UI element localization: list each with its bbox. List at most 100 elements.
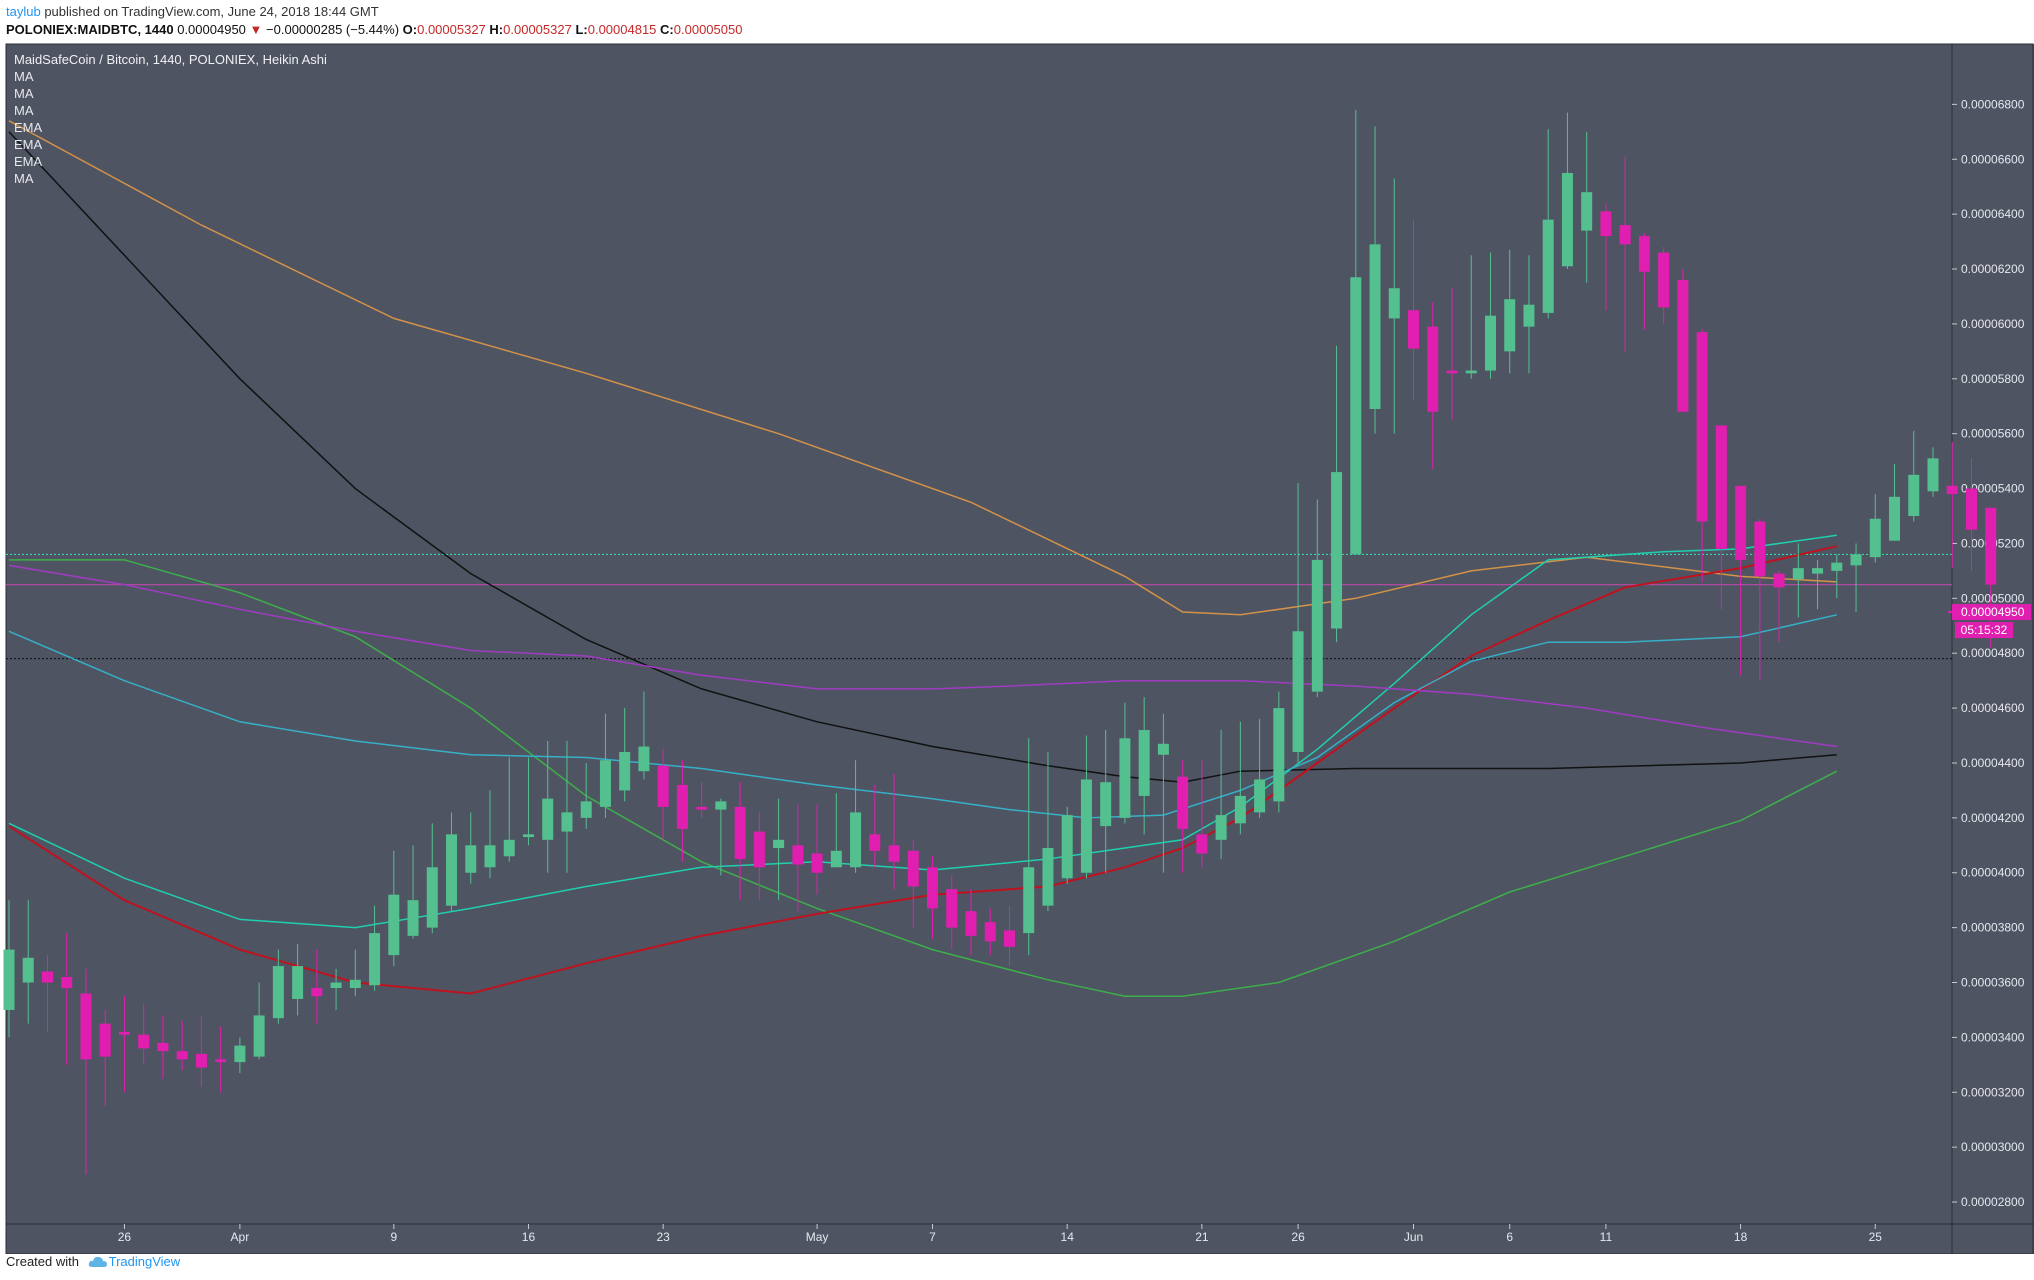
candle <box>1119 702 1131 824</box>
candle <box>1600 203 1612 311</box>
candle <box>1042 752 1054 912</box>
candle <box>927 856 939 939</box>
open-value: 0.00005327 <box>417 22 486 37</box>
candle-body <box>22 957 34 983</box>
candle-body <box>292 966 304 999</box>
candle <box>1331 345 1343 643</box>
published-text: published on TradingView.com, June 24, 2… <box>44 4 379 19</box>
candle-body <box>330 982 342 988</box>
candle <box>176 1020 188 1071</box>
candle-body <box>1523 304 1535 327</box>
candle <box>1465 255 1477 379</box>
candle-body <box>1427 326 1439 412</box>
candle <box>1561 112 1573 270</box>
candle <box>580 762 592 829</box>
candle <box>1061 806 1073 884</box>
candle-body <box>580 801 592 818</box>
author-link[interactable]: taylub <box>6 4 41 19</box>
candle-body <box>1677 280 1689 412</box>
legend-title: MaidSafeCoin / Bitcoin, 1440, POLONIEX, … <box>14 52 327 67</box>
low-value: 0.00004815 <box>587 22 657 37</box>
candle <box>61 933 73 1065</box>
candle <box>349 949 361 997</box>
candle-body <box>1465 370 1477 374</box>
candle <box>1138 697 1150 835</box>
y-tick-label: 0.00005000 <box>1961 591 2025 605</box>
x-tick-label: May <box>806 1230 829 1244</box>
x-tick-label: Apr <box>231 1230 250 1244</box>
candle-body <box>1292 631 1304 752</box>
candle-body <box>888 845 900 862</box>
candle <box>657 749 669 840</box>
candle-body <box>1003 930 1015 947</box>
candle <box>1003 905 1015 967</box>
candle-body <box>734 806 746 860</box>
candle <box>1234 721 1246 835</box>
candle <box>1965 458 1977 571</box>
candle <box>619 708 631 802</box>
candle <box>138 1004 150 1065</box>
candle-body <box>1850 554 1862 566</box>
y-tick-label: 0.00006800 <box>1961 97 2025 111</box>
candle-body <box>1946 485 1958 495</box>
candle <box>3 900 15 1038</box>
candle-body <box>484 845 496 868</box>
close-value: 0.00005050 <box>673 22 743 37</box>
x-tick-label: Jun <box>1404 1230 1423 1244</box>
candle-body <box>1600 211 1612 237</box>
tradingview-link[interactable]: TradingView <box>108 1254 181 1269</box>
countdown-label: 05:15:32 <box>1961 623 2008 637</box>
candle <box>195 1015 207 1087</box>
candle-body <box>811 853 823 873</box>
candle-body <box>41 971 53 983</box>
price-chart[interactable]: 0.00002800 0.00003000 0.00003200 0.00003400… <box>0 0 2034 1254</box>
candle-body <box>1735 485 1747 560</box>
candle <box>869 784 881 868</box>
x-tick-label: 21 <box>1195 1230 1209 1244</box>
candle-body <box>446 834 458 906</box>
y-tick-label: 0.00004200 <box>1961 811 2025 825</box>
candle <box>80 968 92 1175</box>
candle-body <box>1773 573 1785 588</box>
candle-body <box>1965 488 1977 530</box>
candle-body <box>311 988 323 997</box>
candle-body <box>1023 867 1035 934</box>
candle <box>426 823 438 934</box>
candle-body <box>1869 518 1881 558</box>
candle-body <box>503 839 515 857</box>
candle <box>1215 730 1227 860</box>
y-tick-label: 0.00005800 <box>1961 372 2025 386</box>
y-tick-label: 0.00002800 <box>1961 1195 2025 1209</box>
candle <box>792 804 804 912</box>
candle <box>1946 441 1958 569</box>
candle-body <box>1696 332 1708 522</box>
candle <box>1889 463 1901 541</box>
candle-body <box>1446 370 1458 374</box>
candle-body <box>522 834 534 838</box>
candle <box>1658 247 1670 324</box>
candle-body <box>1408 310 1420 349</box>
candle <box>1254 719 1266 818</box>
candle-body <box>773 839 785 849</box>
moving-average-line-1 <box>8 120 1837 616</box>
candle-body <box>1812 568 1824 574</box>
candle-body <box>1177 776 1189 829</box>
candle <box>1735 485 1747 676</box>
candle <box>676 760 688 862</box>
y-tick-label: 0.00004400 <box>1961 756 2025 770</box>
candle <box>1273 691 1285 813</box>
candle <box>773 798 785 901</box>
candle <box>99 1009 111 1106</box>
x-tick-label: 16 <box>522 1230 536 1244</box>
candle <box>311 949 323 1024</box>
candle-body <box>1619 225 1631 245</box>
y-tick-label: 0.00003400 <box>1961 1030 2025 1044</box>
candle <box>1850 543 1862 613</box>
candle <box>696 782 708 818</box>
candle <box>850 760 862 873</box>
created-with-text: Created with <box>6 1254 79 1269</box>
candle-body <box>1311 559 1323 692</box>
candle-body <box>715 801 727 810</box>
candle <box>503 757 515 862</box>
candle-body <box>1273 708 1285 802</box>
